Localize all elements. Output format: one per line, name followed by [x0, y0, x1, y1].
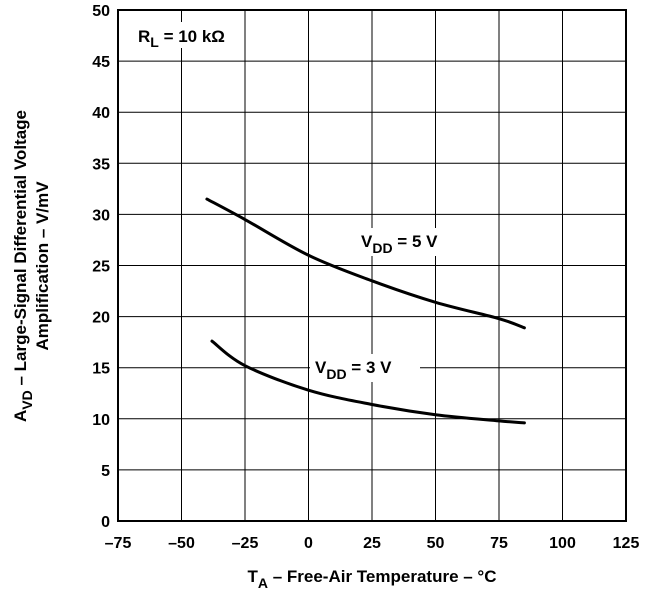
- y-tick-label: 45: [92, 54, 110, 71]
- plot-frame: [117, 9, 627, 522]
- series-2-label-background: [310, 354, 420, 382]
- y-tick-label: 35: [92, 156, 110, 173]
- x-axis-label-main: T: [247, 567, 258, 586]
- series: [205, 197, 526, 425]
- y-tick-label: 5: [101, 463, 110, 480]
- y-tick-label: 50: [92, 3, 110, 20]
- y-axis-label-line1: AVD – Large-Signal Differential Voltage: [11, 110, 35, 422]
- x-tick-label: 25: [363, 535, 381, 552]
- x-tick-label: 0: [304, 535, 313, 552]
- annotation-main: R: [138, 27, 150, 46]
- y-axis-label-rest: – Large-Signal Differential Voltage: [11, 110, 30, 390]
- series-2-label: VDD = 3 V: [315, 358, 392, 382]
- y-axis-label-line2: Amplification – V/mV: [33, 181, 52, 351]
- annotation-background: [134, 22, 226, 48]
- annotation-rest: = 10 kΩ: [159, 27, 225, 46]
- x-axis-label: TA – Free-Air Temperature – °C: [247, 567, 496, 590]
- series-1-label-rest: = 5 V: [393, 232, 439, 251]
- grid: [118, 10, 626, 521]
- y-axis-label-main: A: [11, 410, 30, 422]
- series-1-label-main: V: [361, 232, 373, 251]
- series-2-label-sub: DD: [326, 366, 346, 382]
- y-tick-label: 0: [101, 514, 110, 531]
- x-axis-label-rest: – Free-Air Temperature – °C: [268, 567, 497, 586]
- series-1-line: [205, 197, 526, 330]
- series-1-label: VDD = 5 V: [361, 232, 438, 256]
- y-tick-label: 25: [92, 259, 110, 276]
- series-2-line: [210, 339, 526, 425]
- y-tick-labels: 0 5 10 15 20 25 30 35 40 45 50: [92, 3, 110, 531]
- y-tick-label: 40: [92, 105, 110, 122]
- x-tick-labels: –75 –50 –25 0 25 50 75 100 125: [105, 535, 640, 552]
- x-tick-label: 75: [490, 535, 508, 552]
- series-1-label-background: [356, 228, 464, 256]
- annotation-sub: L: [150, 34, 159, 50]
- y-tick-label: 20: [92, 310, 110, 327]
- x-tick-label: 100: [549, 535, 576, 552]
- x-tick-label: –50: [168, 535, 195, 552]
- y-axis-label-sub: VD: [19, 390, 35, 409]
- x-tick-label: –75: [105, 535, 132, 552]
- x-axis-label-sub: A: [258, 575, 268, 590]
- y-tick-label: 10: [92, 412, 110, 429]
- series-1-label-sub: DD: [372, 240, 392, 256]
- annotation-text: RL = 10 kΩ: [138, 27, 225, 50]
- series-2-label-main: V: [315, 358, 327, 377]
- series-2-label-rest: = 3 V: [347, 358, 393, 377]
- y-tick-label: 15: [92, 361, 110, 378]
- x-tick-label: 125: [613, 535, 640, 552]
- x-tick-label: 50: [427, 535, 445, 552]
- y-tick-label: 30: [92, 207, 110, 224]
- x-tick-label: –25: [232, 535, 259, 552]
